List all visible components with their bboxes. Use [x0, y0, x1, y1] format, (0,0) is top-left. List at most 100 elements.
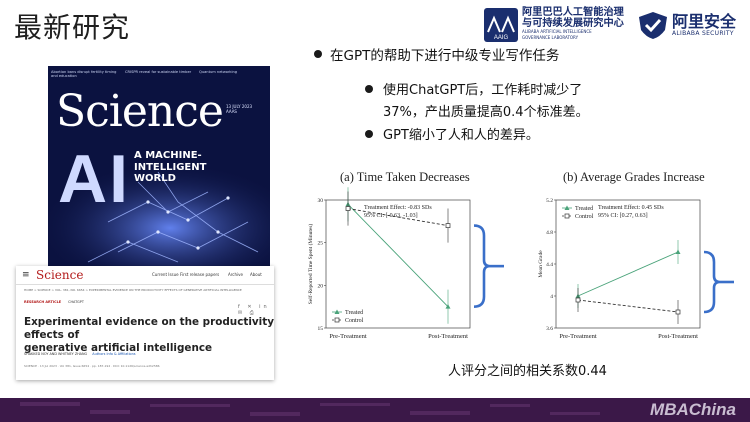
article-meta: SCIENCE · 13 Jul 2023 · Vol 381, Issue 6…	[24, 364, 160, 368]
series-line-treated	[347, 203, 449, 307]
breadcrumb: HOME > SCIENCE > VOL. 381, NO. 6654 > EX…	[24, 288, 242, 292]
series-line-control	[577, 299, 679, 313]
legend-label-control: Control	[575, 214, 594, 220]
cover-headline: Abortion bans disrupt fertility timing a…	[51, 70, 117, 79]
author-1[interactable]: SHAKKED NOY	[24, 352, 49, 356]
author-2[interactable]: AND WHITNEY ZHANG	[49, 352, 88, 356]
cover-issue-date: 13 JULY 2023	[226, 104, 253, 109]
y-tick-label: 4.8	[546, 230, 553, 236]
cover-masthead: Science	[56, 86, 224, 137]
difference-brace	[703, 250, 721, 314]
article-nav-link[interactable]: Current Issue	[152, 272, 179, 277]
bullet-sub1-line1: 使用ChatGPT后，工作耗时减少了	[383, 83, 583, 98]
article-tag: RESEARCH ARTICLE CHATGPT	[24, 300, 84, 304]
point-treated	[445, 304, 451, 309]
plot-frame	[555, 199, 701, 329]
aaig-name-en1: ALIBABA ARTIFICIAL INTELLIGENCE	[522, 29, 592, 35]
article-topic: CHATGPT	[68, 300, 84, 304]
cover-subtitle-line: A MACHINE-	[134, 150, 202, 161]
aaig-name-en2: GOVERNANCE LABORATORY	[522, 34, 579, 40]
cover-headline: CRISPR reveal for sustainable timber	[125, 70, 192, 74]
treatment-effect-label: Treatment Effect: 0.45 SDs	[598, 204, 664, 211]
article-nav-link[interactable]: First release papers	[180, 272, 220, 277]
plot-frame	[325, 199, 471, 329]
chart-a-title: (a) Time Taken Decreases	[340, 170, 470, 184]
x-tick-label: Pre-Treatment	[329, 333, 367, 340]
bullet-sub2: GPT缩小了人和人的差异。	[383, 128, 539, 143]
article-title: Experimental evidence on the productivit…	[24, 316, 274, 355]
cover-subtitle-line: WORLD	[134, 173, 176, 184]
confidence-interval-label: 95% CI: [0.27, 0.63]	[598, 213, 648, 219]
x-tick-label: Post-Treatment	[428, 333, 468, 340]
cover-headlines: Abortion bans disrupt fertility timing a…	[48, 66, 270, 88]
treatment-effect-label: Treatment Effect: -0.83 SDs	[364, 204, 432, 211]
confidence-interval-label: 95% CI: [-0.63, -1.03]	[364, 213, 418, 219]
shield-icon	[639, 12, 667, 39]
bullet-dot	[365, 130, 373, 138]
correlation-note: 人评分之间的相关系数0.44	[448, 364, 607, 379]
y-axis-label: Self-Reported Time Spent (Minutes)	[307, 224, 314, 305]
hamburger-menu-icon[interactable]: ≡	[22, 270, 30, 280]
article-title-line: Experimental evidence on the productivit…	[24, 316, 274, 341]
y-tick-label: 3.6	[546, 326, 553, 332]
legend-marker-control	[564, 213, 570, 219]
article-nav-link[interactable]: About	[250, 272, 262, 277]
share-icons[interactable]: f ✕ in ✉ ⎙	[238, 304, 270, 316]
bullet-main: 在GPT的帮助下进行中级专业写作任务	[330, 48, 560, 64]
point-control	[445, 223, 451, 228]
aaig-badge: AAIG	[494, 35, 509, 41]
security-logo-en: ALIBABA SECURITY	[672, 30, 734, 37]
chart-a: 15 20 25 30 Pre-Treatment Post-Treatment Self-…	[307, 187, 504, 340]
article-webpage: ≡ Science Current Issue First release pa…	[16, 266, 274, 380]
x-tick-label: Post-Treatment	[658, 333, 698, 340]
footer-pattern	[20, 402, 600, 416]
cover-subtitle: A MACHINE- INTELLIGENT WORLD	[134, 150, 244, 185]
cover-ai: AI	[58, 141, 130, 217]
bullet-dot	[314, 50, 322, 58]
legend-label-treated: Treated	[345, 310, 363, 316]
article-nav-link[interactable]: Archive	[228, 272, 243, 277]
footer-watermark: MBAChina	[650, 400, 736, 419]
point-treated	[675, 249, 681, 254]
aaig-name-line1: 阿里巴巴人工智能治理	[522, 7, 624, 18]
article-header	[16, 266, 274, 285]
science-cover-image: Abortion bans disrupt fertility timing a…	[48, 66, 270, 272]
legend-label-control: Control	[345, 318, 364, 324]
x-tick-label: Pre-Treatment	[559, 333, 597, 340]
y-tick-label: 4	[550, 294, 553, 300]
y-tick-label: 25	[318, 241, 324, 247]
aaig-logo-text: 阿里巴巴人工智能治理 与可持续发展研究中心 ALIBABA ARTIFICIAL…	[522, 7, 634, 40]
y-tick-label: 5.2	[546, 198, 553, 204]
cover-subtitle-line: INTELLIGENT	[134, 161, 207, 173]
y-tick-label: 15	[318, 326, 324, 332]
article-authors: SHAKKED NOY AND WHITNEY ZHANG Authors In…	[24, 352, 136, 356]
security-logo-name: 阿里安全	[672, 12, 737, 31]
article-logo[interactable]: Science	[36, 268, 84, 282]
cover-issue: 13 JULY 2023 AAAS	[226, 104, 266, 114]
point-control	[345, 206, 351, 211]
y-tick-label: 20	[318, 283, 324, 289]
y-tick-label: 4.4	[546, 262, 553, 268]
bullet-sub1-line2: 37%，产出质量提高0.4个标准差。	[383, 105, 589, 120]
article-type: RESEARCH ARTICLE	[24, 300, 62, 304]
slide-title: 最新研究	[14, 11, 131, 44]
cover-publisher: AAAS	[226, 109, 237, 115]
y-axis-label: Mean Grade	[538, 250, 544, 278]
article-title-line: generative artificial intelligence	[24, 342, 213, 354]
y-tick-label: 30	[318, 198, 324, 204]
chart-b-title: (b) Average Grades Increase	[563, 170, 705, 184]
aaig-name-line2: 与可持续发展研究中心	[522, 17, 624, 29]
legend-label-treated: Treated	[575, 206, 593, 212]
chart-b: 3.6 4 4.4 4.8 5.2 Pre-Treatment Post-Treatment…	[538, 198, 734, 340]
series-line-control	[347, 208, 449, 227]
difference-brace	[473, 224, 491, 308]
footer-band: MBAChina	[0, 398, 750, 422]
cover-headline: Quantum networking	[199, 70, 238, 74]
point-control	[575, 297, 581, 303]
affiliations-link[interactable]: Authors Info & Affiliations	[92, 352, 136, 356]
cover-circuit-art	[48, 162, 270, 272]
series-line-treated	[577, 251, 679, 297]
legend-marker-control	[334, 317, 340, 323]
point-control	[675, 309, 681, 315]
bullet-dot	[365, 85, 373, 93]
